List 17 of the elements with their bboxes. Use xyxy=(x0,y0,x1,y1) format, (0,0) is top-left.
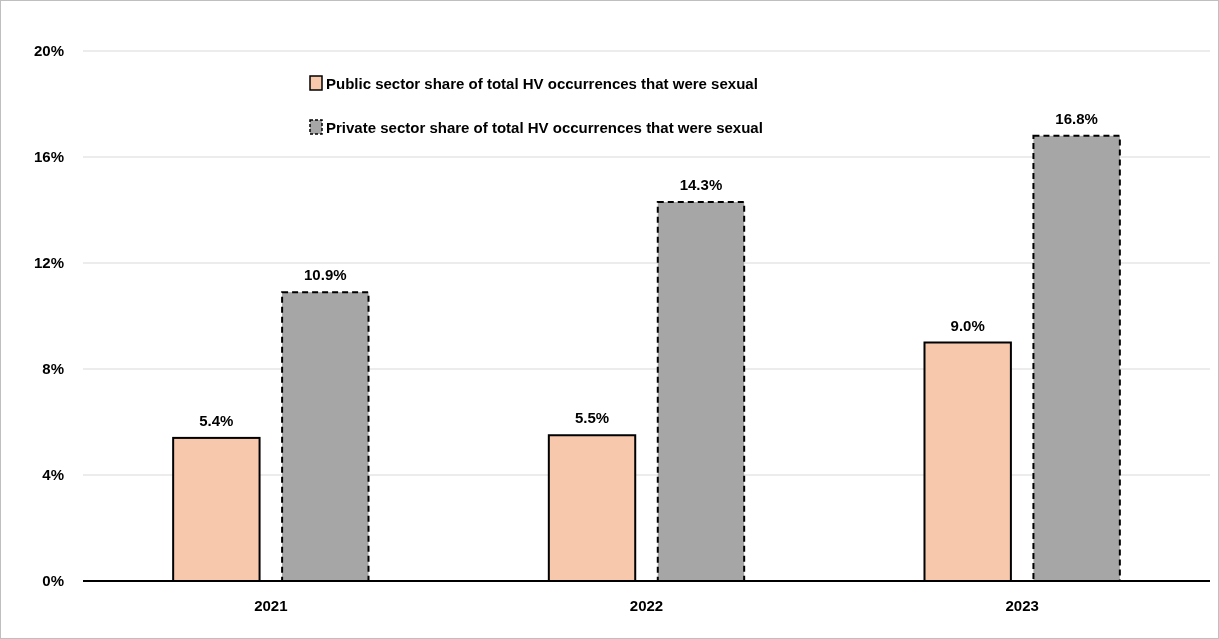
data-label: 5.4% xyxy=(199,411,234,429)
data-label: 14.3% xyxy=(679,176,723,194)
y-tick-label: 8% xyxy=(42,360,64,378)
x-tick-label: 2021 xyxy=(254,597,288,614)
legend-label: Private sector share of total HV occurrences that were sexual xyxy=(326,119,763,137)
legend-label: Public sector share of total HV occurrences that were sexual xyxy=(326,75,758,93)
x-tick-label: 2022 xyxy=(629,597,664,614)
data-label: 9.0% xyxy=(950,316,985,334)
y-tick-label: 20% xyxy=(33,42,64,60)
y-tick-label: 12% xyxy=(33,254,64,272)
data-label: 10.9% xyxy=(304,266,347,284)
y-tick-label: 0% xyxy=(42,572,64,590)
y-tick-label: 16% xyxy=(33,148,64,166)
x-tick-label: 2023 xyxy=(1005,597,1039,614)
data-label: 16.8% xyxy=(1055,109,1098,127)
data-label: 5.5% xyxy=(574,409,610,427)
y-tick-label: 4% xyxy=(42,466,64,484)
